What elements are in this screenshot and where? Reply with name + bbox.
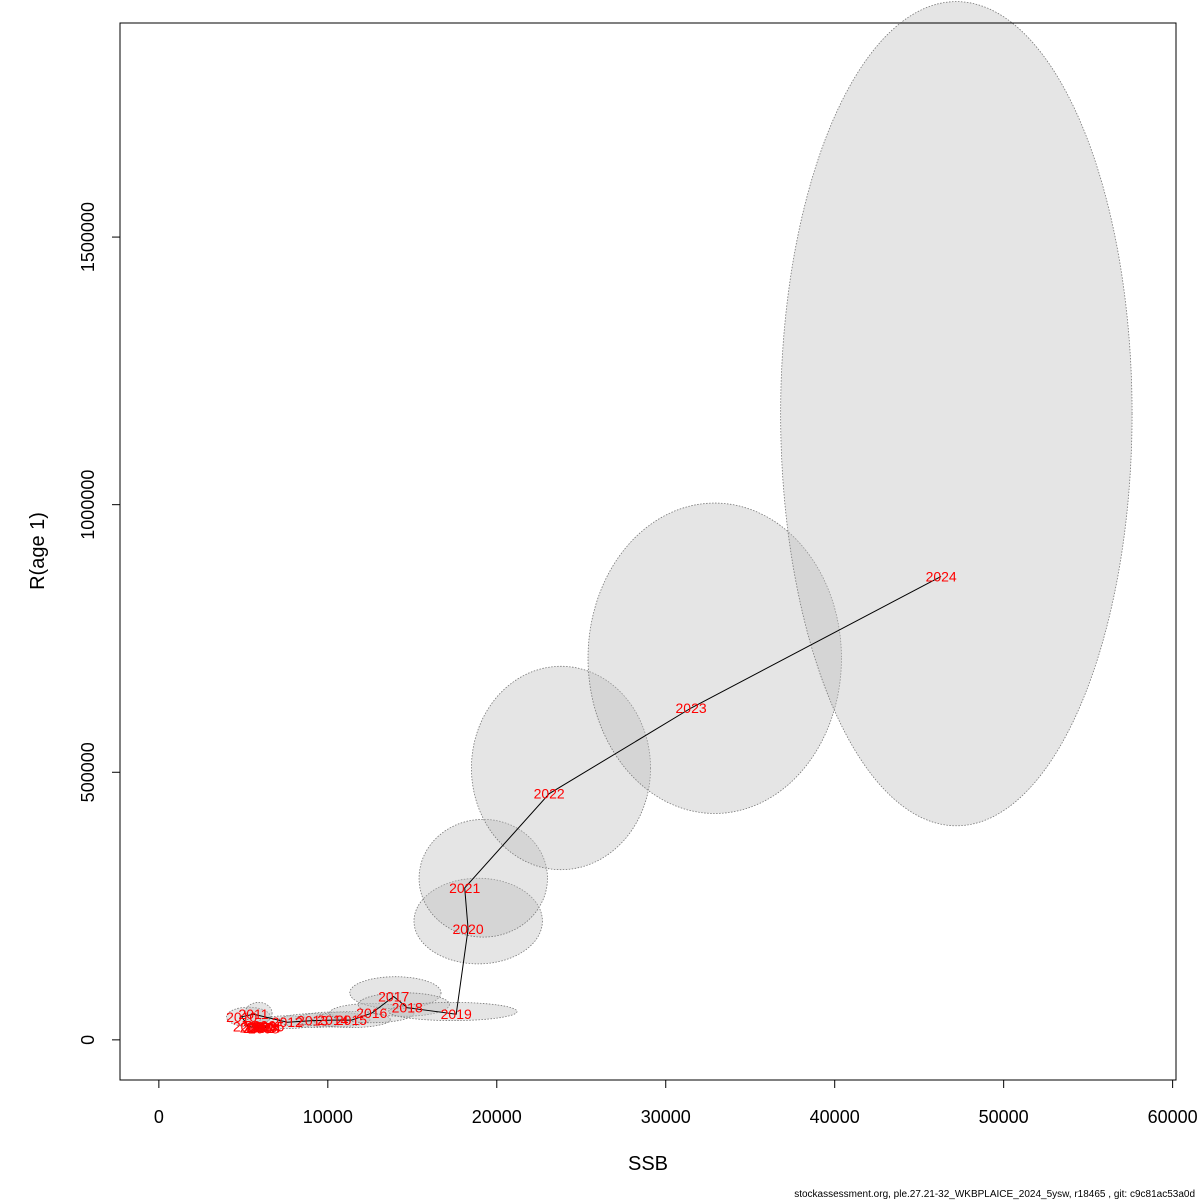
year-label-2024: 2024: [926, 568, 957, 584]
x-tick-label-50000: 50000: [979, 1107, 1029, 1127]
x-tick-label-20000: 20000: [472, 1107, 522, 1127]
confidence-ellipse-2019: [388, 1001, 518, 1021]
year-label-2014: 2014: [317, 1012, 348, 1028]
confidence-ellipse-2021: [418, 818, 548, 938]
x-tick-label-0: 0: [154, 1107, 164, 1127]
year-label-2019: 2019: [441, 1006, 472, 1022]
x-tick-label-10000: 10000: [303, 1107, 353, 1127]
confidence-ellipse-2015: [312, 1011, 391, 1028]
year-label-2017: 2017: [378, 989, 409, 1005]
year-label-2012: 2012: [272, 1014, 303, 1030]
year-labels: 2002200320042005200620072008200920102011…: [226, 568, 957, 1036]
year-label-2013: 2013: [297, 1013, 328, 1029]
year-label-2005: 2005: [253, 1018, 284, 1034]
x-axis-title: SSB: [628, 1153, 668, 1175]
confidence-ellipse-2023: [587, 502, 842, 814]
footer-text: stockassessment.org, ple.27.21-32_WKBPLA…: [794, 1189, 1195, 1200]
trajectory-line: [240, 575, 942, 1030]
confidence-ellipse-2024: [780, 1, 1133, 827]
y-tick-label-1000000: 1000000: [78, 470, 98, 540]
year-label-2022: 2022: [534, 786, 565, 802]
year-label-2023: 2023: [676, 700, 707, 716]
y-tick-label-1500000: 1500000: [78, 202, 98, 272]
confidence-ellipse-2022: [471, 665, 651, 871]
x-tick-label-60000: 60000: [1148, 1107, 1198, 1127]
x-tick-label-30000: 30000: [641, 1107, 691, 1127]
y-tick-label-500000: 500000: [78, 742, 98, 802]
year-label-2010: 2010: [226, 1009, 257, 1025]
year-label-2006: 2006: [245, 1017, 276, 1033]
year-label-2011: 2011: [238, 1006, 268, 1022]
confidence-ellipse-2014: [295, 1011, 371, 1028]
y-tick-label-0: 0: [78, 1035, 98, 1045]
y-axis-title: R(age 1): [27, 512, 49, 590]
year-label-2021: 2021: [449, 880, 480, 896]
year-label-2004: 2004: [250, 1020, 281, 1036]
confidence-ellipse-2020: [413, 877, 543, 965]
year-label-2009: 2009: [233, 1018, 264, 1034]
year-label-2007: 2007: [240, 1020, 271, 1036]
year-label-2002: 2002: [243, 1020, 274, 1036]
year-label-2015: 2015: [336, 1012, 367, 1028]
year-label-2018: 2018: [392, 1000, 423, 1016]
year-label-2008: 2008: [248, 1021, 279, 1037]
year-label-2003: 2003: [246, 1019, 277, 1035]
year-label-2016: 2016: [356, 1005, 387, 1021]
confidence-ellipse-2010: [226, 1006, 271, 1027]
x-axis: 0 10000 20000 30000 40000 50000 60000: [154, 1079, 1198, 1127]
y-axis: 0 500000 1000000 1500000: [78, 202, 121, 1045]
year-label-2020: 2020: [452, 921, 483, 937]
confidence-regions: [226, 1, 1133, 1030]
x-tick-label-40000: 40000: [810, 1107, 860, 1127]
